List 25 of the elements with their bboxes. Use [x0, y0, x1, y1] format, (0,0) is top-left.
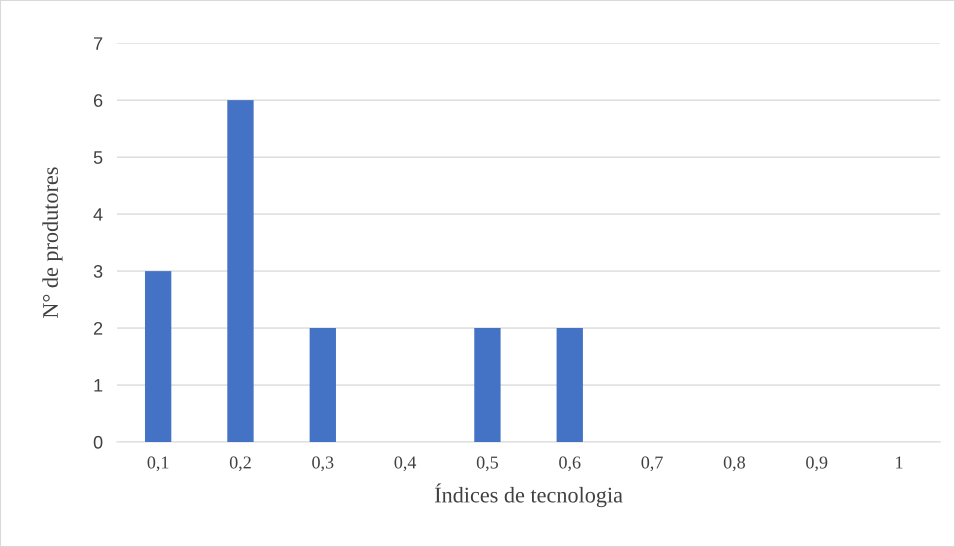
- x-tick-label: 0,4: [394, 456, 416, 472]
- y-tick-label: 0: [94, 436, 102, 449]
- y-axis-title: N° de produtores: [42, 167, 62, 318]
- bar: [227, 100, 254, 442]
- x-tick-label: 0,5: [476, 456, 498, 472]
- x-axis-title: Índices de tecnologia: [434, 483, 623, 508]
- y-tick-label: 7: [94, 37, 102, 50]
- x-tick-label: 0,3: [312, 456, 334, 472]
- x-tick-label: 0,9: [806, 456, 828, 472]
- x-tick-label: 0,7: [641, 456, 663, 472]
- y-tick-label: 2: [94, 322, 102, 335]
- bar: [310, 328, 336, 442]
- x-tick-label: 0,6: [559, 456, 580, 472]
- x-tick-label: 0,2: [230, 456, 251, 472]
- y-tick-label: 6: [94, 94, 102, 107]
- x-tick-label: 0,8: [724, 456, 745, 472]
- bar: [556, 328, 583, 442]
- y-tick-label: 1: [94, 379, 102, 392]
- x-tick-label: 0,1: [148, 456, 168, 472]
- y-tick-label: 3: [94, 265, 102, 278]
- y-tick-label: 4: [93, 208, 103, 221]
- bar: [474, 328, 501, 442]
- x-tick-label: 1: [896, 456, 902, 468]
- y-tick-label: 5: [94, 151, 102, 164]
- bar: [144, 271, 172, 442]
